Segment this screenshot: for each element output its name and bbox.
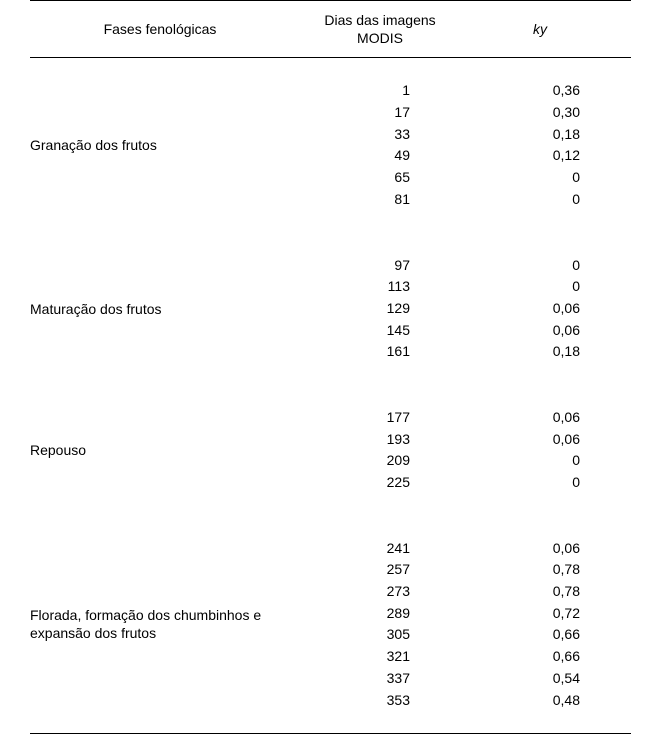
ky-value: 0,06 [470,538,610,560]
days-column: 177193209225 [290,407,470,494]
day-value: 209 [290,450,470,472]
ky-value: 0 [470,276,610,298]
day-value: 241 [290,538,470,560]
day-value: 65 [290,167,470,189]
ky-value: 0 [470,450,610,472]
ky-value: 0,12 [470,145,610,167]
phase-data: 2412572732893053213373530,060,780,780,72… [290,538,610,712]
days-column: 97113129145161 [290,255,470,363]
day-value: 273 [290,581,470,603]
day-value: 305 [290,624,470,646]
day-value: 177 [290,407,470,429]
phase-group: Repouso1771932092250,060,0600 [30,385,631,516]
ky-value: 0,06 [470,298,610,320]
ky-value: 0,18 [470,341,610,363]
ky-value: 0 [470,255,610,277]
ky-value: 0 [470,189,610,211]
ky-value: 0,78 [470,581,610,603]
header-phase: Fases fenológicas [30,11,290,47]
phase-group: Maturação dos frutos97113129145161000,06… [30,233,631,385]
ky-column: 000,060,060,18 [470,255,610,363]
ky-value: 0,66 [470,646,610,668]
day-value: 129 [290,298,470,320]
header-ky: ky [470,11,610,47]
ky-value: 0,06 [470,320,610,342]
phase-label: Granação dos frutos [30,80,290,210]
day-value: 161 [290,341,470,363]
day-value: 257 [290,559,470,581]
day-value: 321 [290,646,470,668]
ky-value: 0,18 [470,124,610,146]
ky-value: 0,36 [470,80,610,102]
ky-column: 0,060,0600 [470,407,610,494]
days-column: 241257273289305321337353 [290,538,470,712]
ky-value: 0,54 [470,668,610,690]
ky-value: 0,30 [470,102,610,124]
table-header: Fases fenológicas Dias das imagens MODIS… [30,0,631,58]
day-value: 49 [290,145,470,167]
day-value: 113 [290,276,470,298]
ky-value: 0 [470,472,610,494]
phase-label: Maturação dos frutos [30,255,290,363]
phase-data: 117334965810,360,300,180,1200 [290,80,610,210]
day-value: 33 [290,124,470,146]
ky-column: 0,360,300,180,1200 [470,80,610,210]
day-value: 81 [290,189,470,211]
ky-value: 0,78 [470,559,610,581]
phase-label: Repouso [30,407,290,494]
phase-label: Florada, formação dos chumbinhos e expan… [30,538,290,712]
day-value: 353 [290,690,470,712]
ky-value: 0,48 [470,690,610,712]
ky-value: 0,06 [470,407,610,429]
day-value: 17 [290,102,470,124]
phase-data: 1771932092250,060,0600 [290,407,610,494]
ky-value: 0,66 [470,624,610,646]
ky-value: 0,72 [470,603,610,625]
day-value: 1 [290,80,470,102]
day-value: 289 [290,603,470,625]
ky-value: 0,06 [470,429,610,451]
header-days: Dias das imagens MODIS [290,11,470,47]
ky-value: 0 [470,167,610,189]
day-value: 97 [290,255,470,277]
day-value: 145 [290,320,470,342]
phase-data: 97113129145161000,060,060,18 [290,255,610,363]
phase-group: Granação dos frutos117334965810,360,300,… [30,58,631,232]
phase-group: Florada, formação dos chumbinhos e expan… [30,516,631,734]
phenology-table: Fases fenológicas Dias das imagens MODIS… [0,0,661,734]
ky-column: 0,060,780,780,720,660,660,540,48 [470,538,610,712]
table-body: Granação dos frutos117334965810,360,300,… [30,58,631,733]
day-value: 337 [290,668,470,690]
day-value: 225 [290,472,470,494]
days-column: 11733496581 [290,80,470,210]
day-value: 193 [290,429,470,451]
